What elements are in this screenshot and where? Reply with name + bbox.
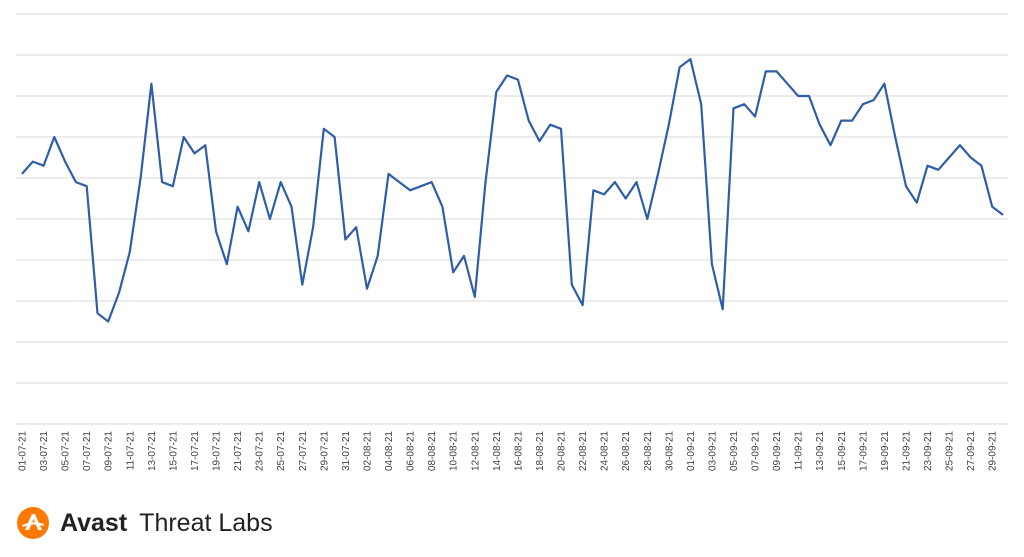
x-tick-label: 25-07-21 (276, 431, 287, 471)
x-tick-label: 26-08-21 (621, 431, 632, 471)
series-layer (21, 57, 1004, 323)
x-tick-label: 30-08-21 (664, 431, 675, 471)
x-tick-label: 20-08-21 (557, 431, 568, 471)
x-tick-label: 12-08-21 (470, 431, 481, 471)
x-tick-label: 13-09-21 (815, 431, 826, 471)
x-tick-label: 02-08-21 (363, 431, 374, 471)
x-tick-label: 24-08-21 (600, 431, 611, 471)
x-tick-label: 29-09-21 (988, 431, 999, 471)
x-tick-label: 23-09-21 (923, 431, 934, 471)
x-tick-label: 17-09-21 (858, 431, 869, 471)
x-tick-label: 05-09-21 (729, 431, 740, 471)
x-tick-label: 08-08-21 (427, 431, 438, 471)
x-tick-label: 07-09-21 (751, 431, 762, 471)
x-tick-label: 05-07-21 (61, 431, 72, 471)
x-tick-label: 01-07-21 (18, 431, 29, 471)
line-chart: 01-07-21 03-07-21 05-07-21 07-07-21 09-07-21… (16, 13, 1008, 471)
x-tick-label: 06-08-21 (406, 431, 417, 471)
brand-subtitle: Threat Labs (139, 508, 273, 537)
x-tick-label: 17-07-21 (190, 431, 201, 471)
brand-name: Avast (60, 508, 128, 537)
x-tick-label: 25-09-21 (945, 431, 956, 471)
series-line-0 (21, 57, 1004, 323)
x-tick-label: 07-07-21 (82, 431, 93, 471)
avast-logo-icon (17, 507, 49, 539)
x-tick-label: 19-09-21 (880, 431, 891, 471)
x-tick-label: 16-08-21 (513, 431, 524, 471)
x-tick-label: 03-07-21 (39, 431, 50, 471)
x-axis-tick-labels: 01-07-21 03-07-21 05-07-21 07-07-21 09-07-21… (18, 431, 999, 471)
x-tick-label: 01-09-21 (686, 431, 697, 471)
x-tick-label: 11-09-21 (794, 431, 805, 471)
x-tick-label: 21-07-21 (233, 431, 244, 471)
x-tick-label: 27-09-21 (966, 431, 977, 471)
x-tick-label: 15-09-21 (837, 431, 848, 471)
x-tick-label: 22-08-21 (578, 431, 589, 471)
x-tick-label: 11-07-21 (125, 431, 136, 471)
x-tick-label: 28-08-21 (643, 431, 654, 471)
x-tick-label: 09-07-21 (104, 431, 115, 471)
x-tick-label: 18-08-21 (535, 431, 546, 471)
x-tick-label: 09-09-21 (772, 431, 783, 471)
x-tick-label: 03-09-21 (707, 431, 718, 471)
x-tick-label: 31-07-21 (341, 431, 352, 471)
x-tick-label: 29-07-21 (319, 431, 330, 471)
x-tick-label: 10-08-21 (449, 431, 460, 471)
x-tick-label: 14-08-21 (492, 431, 503, 471)
brand-footer: Avast Threat Labs (16, 503, 273, 543)
x-tick-label: 04-08-21 (384, 431, 395, 471)
gridlines (16, 13, 1008, 425)
x-tick-label: 15-07-21 (168, 431, 179, 471)
x-tick-label: 23-07-21 (255, 431, 266, 471)
x-tick-label: 21-09-21 (902, 431, 913, 471)
x-tick-label: 27-07-21 (298, 431, 309, 471)
x-tick-label: 13-07-21 (147, 431, 158, 471)
x-tick-label: 19-07-21 (212, 431, 223, 471)
